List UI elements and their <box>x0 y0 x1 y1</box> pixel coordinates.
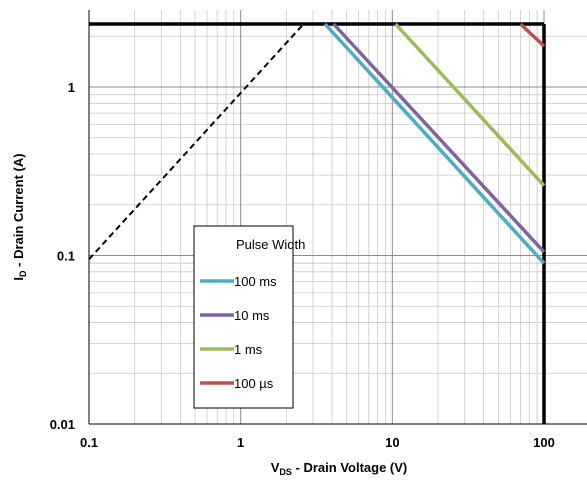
y-tick-labels: 0.01 0.1 1 <box>50 80 75 432</box>
y-axis-title-main: I <box>11 277 26 281</box>
series-line-10-ms <box>332 22 546 254</box>
y-axis-title: ID - Drain Current (A) <box>11 153 28 280</box>
x-axis-title-main: V <box>271 460 280 475</box>
x-tick-label: 10 <box>385 435 399 450</box>
y-tick-label: 0.1 <box>57 249 75 264</box>
y-axis-title-sub: D <box>18 270 28 277</box>
y-tick-label: 1 <box>68 80 75 95</box>
legend-title: Pulse Width <box>236 237 305 252</box>
legend-item-label: 100 ms <box>234 274 277 289</box>
y-tick-label: 0.01 <box>50 417 75 432</box>
series-line-100-ms <box>323 22 546 265</box>
legend-item-label: 1 ms <box>234 342 263 357</box>
series-line-100-s <box>519 22 546 48</box>
x-tick-label: 100 <box>533 435 555 450</box>
legend: Pulse Width 100 ms 10 ms 1 ms 100 µs <box>193 225 305 409</box>
series-lines <box>323 22 546 265</box>
x-tick-label: 0.1 <box>80 435 98 450</box>
legend-item-label: 10 ms <box>234 308 270 323</box>
axes <box>88 10 587 425</box>
x-tick-label: 1 <box>237 435 244 450</box>
x-tick-labels: 0.1 1 10 100 <box>80 435 555 450</box>
limit-line-1 <box>88 23 305 260</box>
legend-item-label: 100 µs <box>234 376 274 391</box>
limit-lines <box>88 22 546 424</box>
y-axis-title-rest: - Drain Current (A) <box>11 153 26 270</box>
legend-box <box>193 225 294 409</box>
x-axis-title-sub: DS <box>279 467 292 477</box>
minor-gridlines <box>89 10 587 424</box>
x-axis-title: VDS - Drain Voltage (V) <box>271 460 408 477</box>
series-line-1-ms <box>394 22 546 187</box>
x-axis-title-rest: - Drain Voltage (V) <box>292 460 407 475</box>
legend-items: 100 ms 10 ms 1 ms 100 µs <box>200 274 277 391</box>
